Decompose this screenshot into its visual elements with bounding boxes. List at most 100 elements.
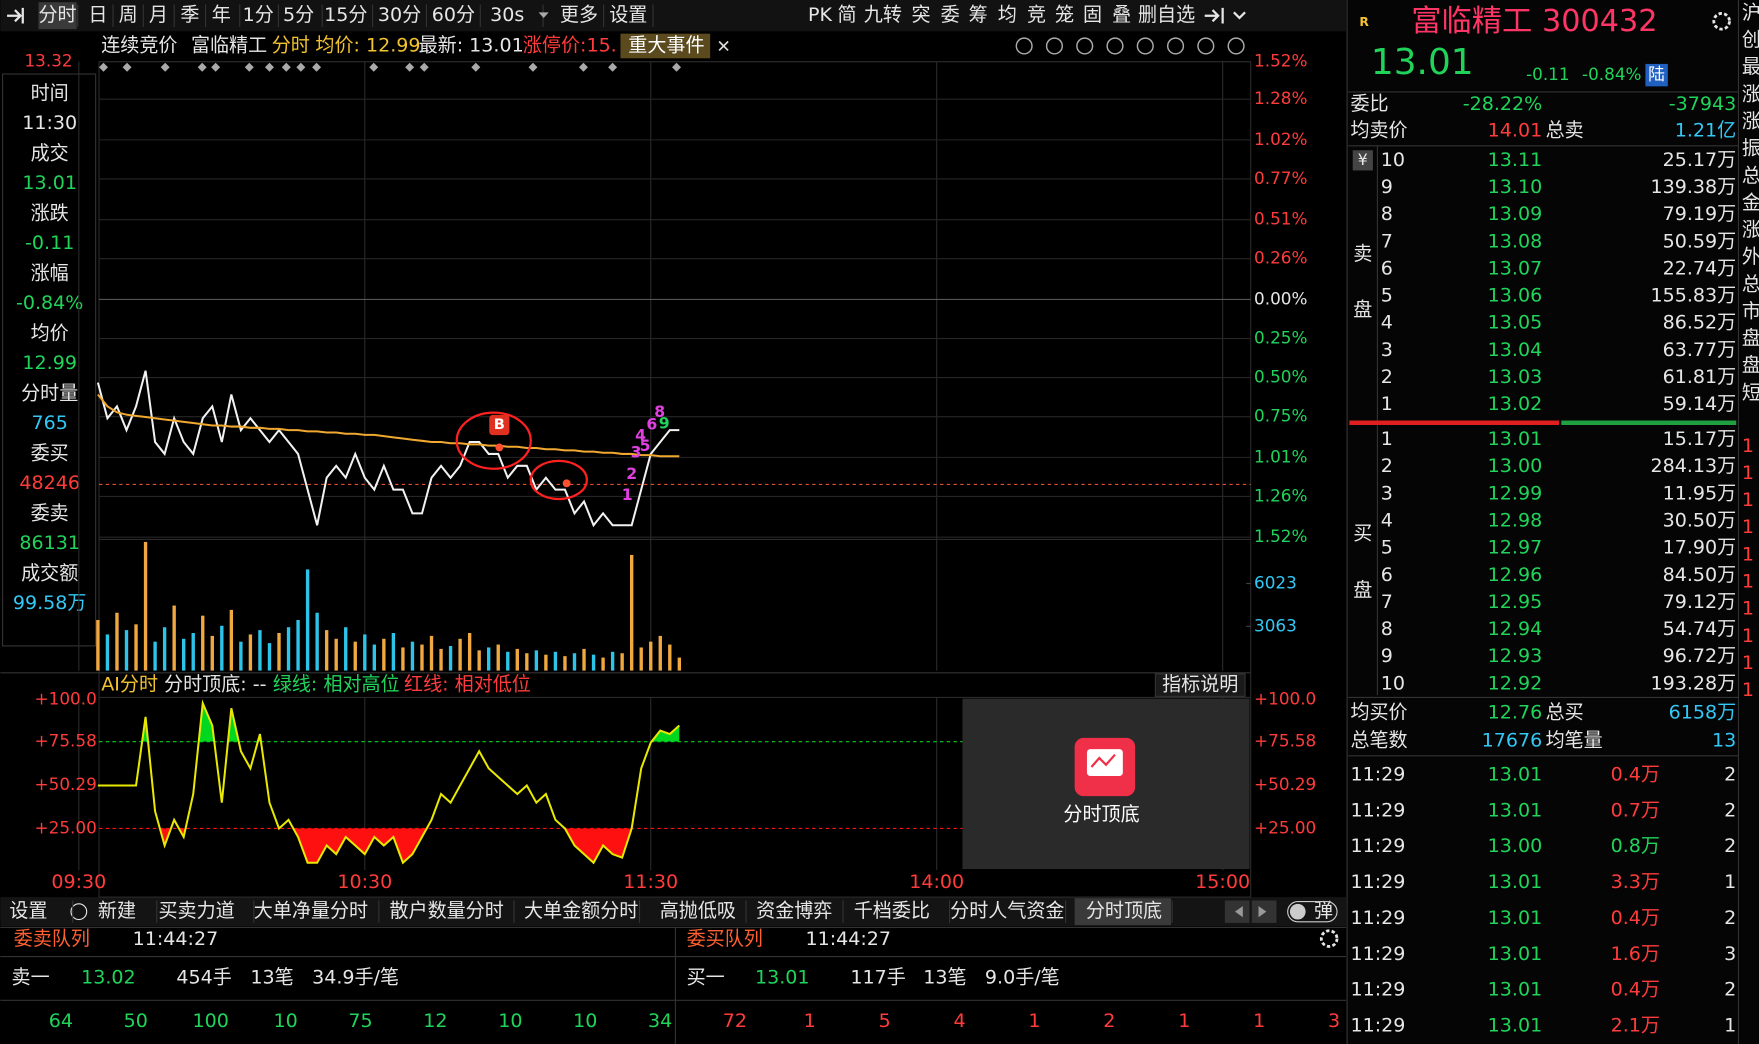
tab[interactable]: 弹 bbox=[1314, 900, 1333, 922]
tab[interactable]: 大单金额分时 bbox=[524, 900, 638, 922]
toolbar-button[interactable]: 月 bbox=[149, 4, 168, 26]
level-price: 12.94 bbox=[1488, 618, 1543, 640]
trade-volume: 0.4万 bbox=[1611, 979, 1660, 1001]
toolbar-button[interactable]: 1分 bbox=[243, 4, 274, 26]
toolbar-button[interactable]: 5分 bbox=[283, 4, 314, 26]
toolbar-button[interactable]: 筹 bbox=[969, 4, 988, 26]
toolbar-button[interactable]: 设置 bbox=[609, 4, 647, 26]
toolbar-button[interactable]: 竞 bbox=[1027, 4, 1046, 26]
toolbar-button[interactable]: 分时 bbox=[38, 4, 76, 26]
tool-icon bbox=[1227, 37, 1245, 55]
label: 分时顶底: -- bbox=[164, 674, 266, 696]
label: -0.84% bbox=[1582, 64, 1642, 84]
annotation: B bbox=[494, 416, 505, 433]
tab[interactable]: 分时顶底 bbox=[1086, 900, 1162, 922]
label: AI分时 bbox=[101, 674, 158, 696]
edge-label: 涨 bbox=[1742, 83, 1759, 105]
level-volume: 79.19万 bbox=[1663, 203, 1737, 225]
toolbar-button[interactable]: PK bbox=[808, 4, 832, 26]
label: 红线: 相对低位 bbox=[404, 674, 531, 696]
toolbar-button[interactable]: 委 bbox=[941, 4, 960, 26]
toolbar-button[interactable]: 15分 bbox=[324, 4, 367, 26]
queue-time: 11:44:27 bbox=[805, 928, 891, 950]
queue-order: 3 bbox=[1328, 1010, 1340, 1032]
volume-bar bbox=[324, 630, 329, 671]
level-volume: 50.59万 bbox=[1663, 230, 1737, 252]
queue-order: 1 bbox=[1253, 1010, 1265, 1032]
volume-bar bbox=[534, 650, 539, 671]
event-marker bbox=[419, 62, 429, 72]
info-label: 涨跌 bbox=[31, 203, 69, 225]
label: 最新: 13.01 bbox=[419, 34, 524, 56]
toolbar-button[interactable]: 更多 bbox=[560, 4, 598, 26]
trade-time: 11:29 bbox=[1350, 799, 1405, 821]
badge bbox=[1645, 63, 1668, 87]
queue-cell: 34.9手/笔 bbox=[312, 966, 399, 988]
event-button[interactable]: 重大事件 bbox=[628, 34, 704, 56]
level: 1 bbox=[1381, 393, 1393, 415]
label: 17676 bbox=[1482, 730, 1543, 752]
toolbar-button[interactable]: 突 bbox=[911, 4, 930, 26]
trade-price: 13.00 bbox=[1488, 835, 1543, 857]
toolbar-button[interactable]: 周 bbox=[119, 4, 138, 26]
queue-order: 12 bbox=[423, 1010, 447, 1032]
toolbar-button[interactable]: 季 bbox=[180, 4, 199, 26]
level-price: 13.07 bbox=[1488, 257, 1543, 279]
volume-bar bbox=[182, 638, 186, 671]
event-marker bbox=[471, 62, 481, 72]
toolbar-button[interactable]: 均 bbox=[998, 4, 1017, 26]
overlay-title: 分时顶底 bbox=[1063, 804, 1139, 826]
trade-time: 11:29 bbox=[1350, 835, 1405, 857]
price-line bbox=[96, 370, 680, 528]
level-volume: 54.74万 bbox=[1663, 618, 1737, 640]
info-label: 时间 bbox=[31, 83, 69, 105]
event-marker bbox=[122, 62, 132, 72]
toolbar-button[interactable]: 简 bbox=[837, 4, 856, 26]
level-volume: 15.17万 bbox=[1663, 428, 1737, 450]
y-tick-label: 3063 bbox=[1254, 615, 1297, 635]
toolbar-button[interactable]: 30s bbox=[490, 4, 524, 26]
tab[interactable]: 买卖力道 bbox=[158, 900, 234, 922]
tab[interactable]: 高抛低吸 bbox=[660, 900, 736, 922]
level: 10 bbox=[1381, 672, 1405, 694]
volume-bar bbox=[420, 644, 424, 671]
info-value: 48246 bbox=[19, 472, 80, 494]
edge-label: 市 bbox=[1742, 300, 1759, 322]
toolbar-button[interactable]: 九转 bbox=[864, 4, 902, 26]
level-price: 12.99 bbox=[1488, 482, 1543, 504]
level: 10 bbox=[1381, 149, 1405, 171]
signal-badge bbox=[489, 414, 510, 436]
annotation: 5 bbox=[640, 436, 651, 455]
toolbar-button[interactable]: 日 bbox=[88, 4, 107, 26]
queue-cell: 454手 bbox=[176, 966, 231, 988]
trade-price: 13.01 bbox=[1488, 1015, 1543, 1037]
toolbar-button[interactable]: 固 bbox=[1083, 4, 1102, 26]
level-price: 13.06 bbox=[1488, 285, 1543, 307]
tab[interactable]: 设置 bbox=[9, 900, 47, 922]
toolbar-button[interactable]: 60分 bbox=[432, 4, 475, 26]
toolbar-button[interactable]: 删自选 bbox=[1138, 4, 1195, 26]
annotation: 9 bbox=[659, 413, 670, 432]
volume-bar bbox=[229, 609, 234, 671]
level: 2 bbox=[1381, 455, 1393, 477]
edge-label: 盘 bbox=[1742, 328, 1759, 350]
toggle bbox=[1287, 901, 1338, 923]
help-button[interactable]: 指标说明 bbox=[1162, 674, 1238, 696]
volume-bar bbox=[258, 630, 262, 671]
tab[interactable]: 分时人气资金 bbox=[950, 900, 1064, 922]
toolbar-button[interactable]: 笼 bbox=[1055, 4, 1074, 26]
tab[interactable]: 大单净量分时 bbox=[254, 900, 368, 922]
toolbar-button[interactable]: 年 bbox=[212, 4, 231, 26]
level-price: 13.05 bbox=[1488, 312, 1543, 334]
level-price: 12.96 bbox=[1488, 564, 1543, 586]
scroll-icon bbox=[1234, 906, 1267, 918]
toolbar-button[interactable]: 30分 bbox=[378, 4, 421, 26]
tab[interactable]: 散户数量分时 bbox=[390, 900, 504, 922]
event-marker bbox=[197, 62, 207, 72]
tab[interactable]: 资金博弈 bbox=[756, 900, 832, 922]
toolbar-button[interactable]: 叠 bbox=[1112, 4, 1131, 26]
tab[interactable]: 新建 bbox=[98, 900, 136, 922]
tab[interactable]: 千档委比 bbox=[854, 900, 930, 922]
volume-bar bbox=[239, 641, 243, 671]
